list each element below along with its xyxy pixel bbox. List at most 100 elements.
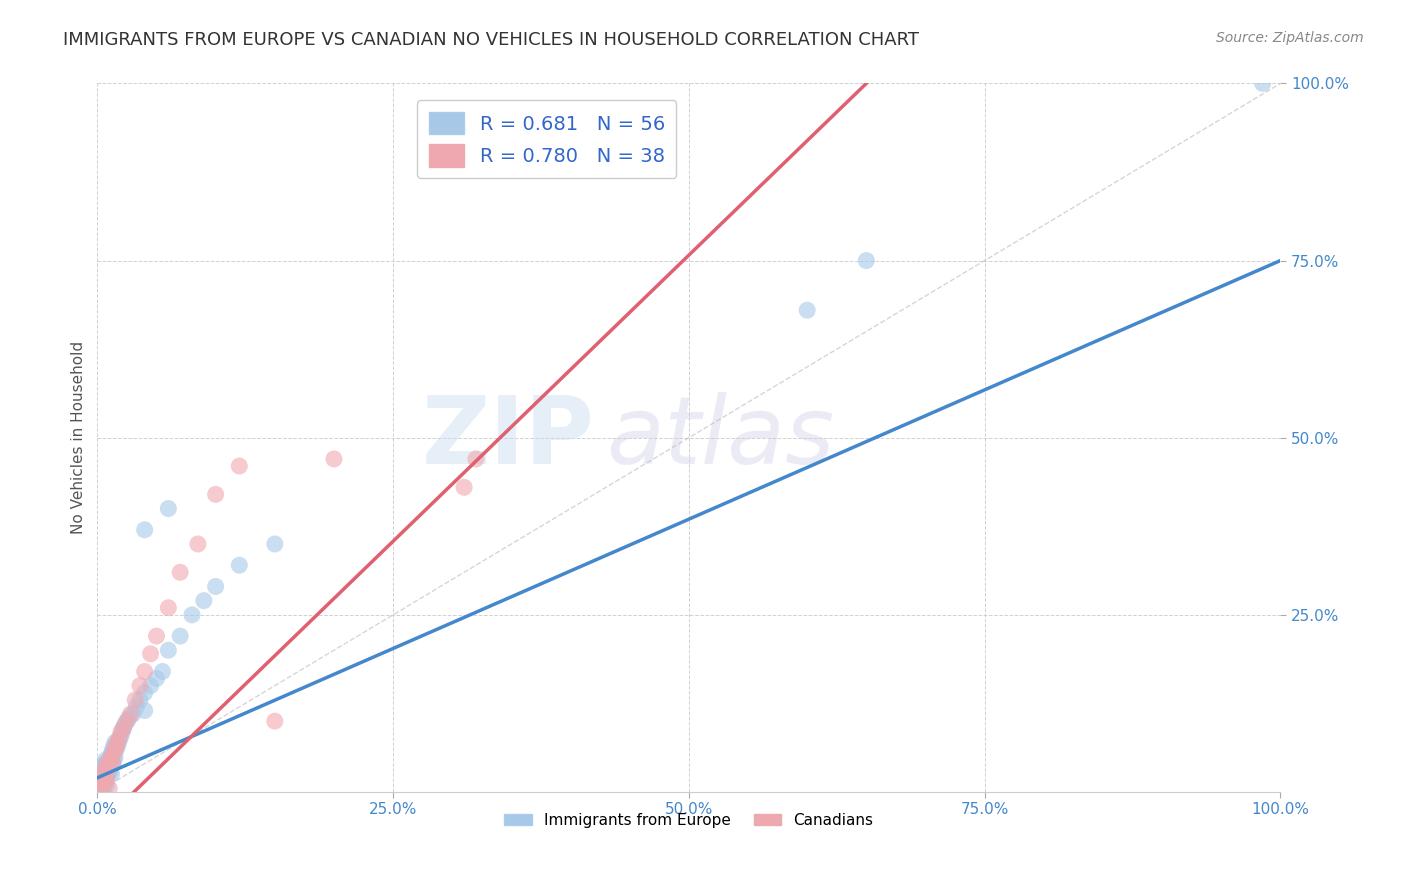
Point bbox=[169, 629, 191, 643]
Point bbox=[103, 753, 125, 767]
Point bbox=[91, 760, 114, 774]
Point bbox=[204, 487, 226, 501]
Point bbox=[323, 452, 346, 467]
Point bbox=[107, 735, 129, 749]
Text: ZIP: ZIP bbox=[422, 392, 595, 483]
Point bbox=[115, 714, 138, 728]
Point bbox=[98, 764, 121, 778]
Point bbox=[157, 643, 180, 657]
Point bbox=[134, 704, 156, 718]
Point bbox=[796, 303, 818, 318]
Point bbox=[115, 714, 138, 728]
Point bbox=[100, 746, 122, 760]
Point bbox=[263, 537, 285, 551]
Point bbox=[93, 778, 115, 792]
Point bbox=[112, 721, 135, 735]
Legend: Immigrants from Europe, Canadians: Immigrants from Europe, Canadians bbox=[498, 806, 880, 834]
Point bbox=[87, 781, 110, 796]
Point bbox=[855, 253, 877, 268]
Point bbox=[464, 452, 486, 467]
Y-axis label: No Vehicles in Household: No Vehicles in Household bbox=[72, 341, 86, 534]
Point bbox=[94, 774, 117, 789]
Point bbox=[100, 767, 122, 781]
Point bbox=[97, 764, 120, 778]
Point bbox=[101, 756, 124, 771]
Point bbox=[453, 480, 475, 494]
Point bbox=[98, 753, 121, 767]
Point bbox=[125, 700, 148, 714]
Text: Source: ZipAtlas.com: Source: ZipAtlas.com bbox=[1216, 31, 1364, 45]
Point bbox=[157, 600, 180, 615]
Point bbox=[193, 593, 215, 607]
Point bbox=[91, 781, 114, 796]
Point bbox=[107, 735, 129, 749]
Point bbox=[91, 771, 114, 785]
Point bbox=[103, 739, 125, 753]
Point bbox=[96, 771, 118, 785]
Point bbox=[108, 731, 131, 746]
Point bbox=[263, 714, 285, 728]
Point bbox=[90, 774, 112, 789]
Point bbox=[169, 566, 191, 580]
Point bbox=[94, 753, 117, 767]
Point bbox=[114, 717, 136, 731]
Point bbox=[98, 753, 121, 767]
Point bbox=[145, 629, 167, 643]
Point bbox=[94, 774, 117, 789]
Point bbox=[104, 749, 127, 764]
Point bbox=[104, 742, 127, 756]
Point bbox=[111, 724, 134, 739]
Point bbox=[100, 749, 122, 764]
Point bbox=[97, 767, 120, 781]
Point bbox=[110, 728, 132, 742]
Point bbox=[129, 693, 152, 707]
Point bbox=[204, 579, 226, 593]
Point bbox=[105, 742, 128, 756]
Point bbox=[104, 735, 127, 749]
Point bbox=[181, 607, 204, 622]
Point bbox=[105, 739, 128, 753]
Text: IMMIGRANTS FROM EUROPE VS CANADIAN NO VEHICLES IN HOUSEHOLD CORRELATION CHART: IMMIGRANTS FROM EUROPE VS CANADIAN NO VE… bbox=[63, 31, 920, 49]
Point bbox=[134, 523, 156, 537]
Point bbox=[96, 771, 118, 785]
Point bbox=[101, 756, 124, 771]
Point bbox=[139, 679, 162, 693]
Point bbox=[120, 706, 142, 721]
Point bbox=[157, 501, 180, 516]
Point bbox=[152, 665, 174, 679]
Point bbox=[89, 778, 111, 792]
Point bbox=[98, 781, 121, 796]
Point bbox=[91, 767, 114, 781]
Point bbox=[96, 778, 118, 792]
Point bbox=[107, 739, 129, 753]
Point bbox=[89, 771, 111, 785]
Point bbox=[101, 742, 124, 756]
Text: atlas: atlas bbox=[606, 392, 834, 483]
Point bbox=[91, 764, 114, 778]
Point bbox=[118, 710, 141, 724]
Point bbox=[90, 774, 112, 789]
Point bbox=[121, 706, 143, 721]
Point bbox=[1251, 77, 1274, 91]
Point bbox=[187, 537, 209, 551]
Point bbox=[124, 693, 146, 707]
Point bbox=[228, 558, 250, 573]
Point bbox=[139, 647, 162, 661]
Point bbox=[93, 756, 115, 771]
Point bbox=[91, 781, 114, 796]
Point bbox=[112, 721, 135, 735]
Point bbox=[228, 458, 250, 473]
Point bbox=[96, 756, 118, 771]
Point bbox=[129, 679, 152, 693]
Point bbox=[93, 767, 115, 781]
Point bbox=[98, 760, 121, 774]
Point bbox=[98, 749, 121, 764]
Point bbox=[145, 672, 167, 686]
Point bbox=[134, 686, 156, 700]
Point bbox=[97, 760, 120, 774]
Point bbox=[103, 746, 125, 760]
Point bbox=[87, 778, 110, 792]
Point bbox=[110, 724, 132, 739]
Point bbox=[134, 665, 156, 679]
Point bbox=[107, 731, 129, 746]
